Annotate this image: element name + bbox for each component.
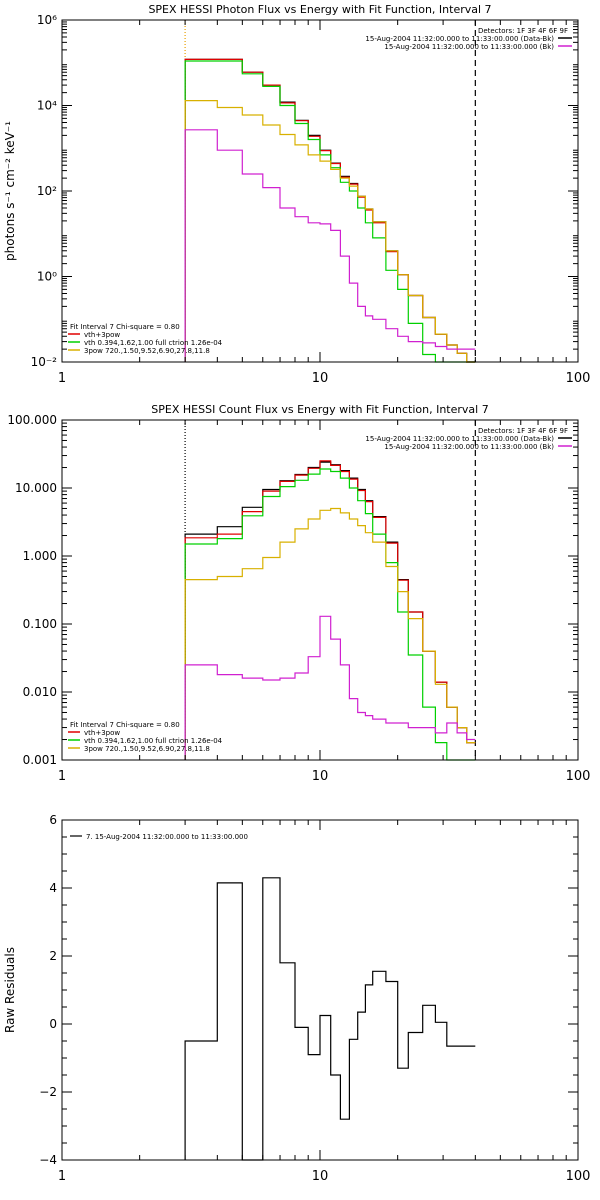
y-tick-label: 10⁶ xyxy=(37,13,57,27)
y-tick-label: 0.001 xyxy=(23,753,57,767)
x-tick-label: 1 xyxy=(58,1169,66,1184)
legend-entry: 15-Aug-2004 11:32:00.000 to 11:33:00.000… xyxy=(365,435,554,443)
chart-title: SPEX HESSI Count Flux vs Energy with Fit… xyxy=(151,403,488,416)
legend-entry: 3pow 720.,1.50,9.52,6.90,27.8,11.8 xyxy=(84,347,210,355)
x-tick-label: 10 xyxy=(312,371,329,386)
legend-entry: 7. 15-Aug-2004 11:32:00.000 to 11:33:00.… xyxy=(86,833,248,841)
legend-entry: vth 0.394,1.62,1.00 full ctrion 1.26e-04 xyxy=(84,339,223,347)
y-tick-label: 0 xyxy=(49,1017,57,1031)
legend-entry: Fit Interval 7 Chi-square = 0.80 xyxy=(70,721,180,729)
photon-flux-panel: SPEX HESSI Photon Flux vs Energy with Fi… xyxy=(3,3,590,386)
legend-entry: vth+3pow xyxy=(84,729,120,737)
y-tick-label: 10⁴ xyxy=(37,99,57,113)
y-axis-label: Raw Residuals xyxy=(3,947,17,1033)
legend-entry: vth+3pow xyxy=(84,331,120,339)
legend-entry: Fit Interval 7 Chi-square = 0.80 xyxy=(70,323,180,331)
y-tick-label: 4 xyxy=(49,881,57,895)
x-tick-label: 1 xyxy=(58,371,66,386)
y-axis-label: photons s⁻¹ cm⁻² keV⁻¹ xyxy=(3,121,17,261)
legend-entry: vth 0.394,1.62,1.00 full ctrion 1.26e-04 xyxy=(84,737,223,745)
y-tick-label: 0.010 xyxy=(23,685,57,699)
legend-entry: Detectors: 1F 3F 4F 6F 9F xyxy=(478,27,568,35)
series-7-15-aug-2004-11-32-00-000-to-11-33-00-000 xyxy=(184,877,476,1161)
series-vth-3pow xyxy=(184,58,476,363)
y-tick-label: 10⁻² xyxy=(31,355,58,369)
legend-entry: 3pow 720.,1.50,9.52,6.90,27.8,11.8 xyxy=(84,745,210,753)
legend-entry: 15-Aug-2004 11:32:00.000 to 11:33:00.000… xyxy=(384,443,554,451)
plot-frame xyxy=(61,19,579,363)
plot-frame xyxy=(61,819,579,1161)
series-3pow xyxy=(184,100,476,363)
series-data-bk xyxy=(184,58,476,363)
series-data-bk xyxy=(184,461,476,760)
y-tick-label: 2 xyxy=(49,949,57,963)
y-tick-label: 10.000 xyxy=(15,481,57,495)
series-3pow xyxy=(184,507,476,760)
series-bk xyxy=(184,615,476,760)
y-tick-label: 0.100 xyxy=(23,617,57,631)
series-vth xyxy=(184,60,476,363)
series-vth-3pow xyxy=(184,460,476,760)
series-bk xyxy=(184,129,476,362)
x-tick-label: 100 xyxy=(566,371,591,386)
y-tick-label: 10⁰ xyxy=(37,270,57,284)
legend-entry: Detectors: 1F 3F 4F 6F 9F xyxy=(478,427,568,435)
count-flux-panel: SPEX HESSI Count Flux vs Energy with Fit… xyxy=(7,403,590,784)
y-tick-label: 10² xyxy=(37,184,57,198)
y-tick-label: 100.000 xyxy=(7,413,57,427)
x-tick-label: 100 xyxy=(566,769,591,784)
y-tick-label: −2 xyxy=(39,1085,57,1099)
series-vth xyxy=(184,468,476,761)
x-tick-label: 10 xyxy=(312,1169,329,1184)
legend-entry: 15-Aug-2004 11:32:00.000 to 11:33:00.000… xyxy=(384,43,554,51)
x-tick-label: 10 xyxy=(312,769,329,784)
y-tick-label: 1.000 xyxy=(23,549,57,563)
x-tick-label: 1 xyxy=(58,769,66,784)
y-tick-label: −4 xyxy=(39,1153,57,1167)
chart-title: SPEX HESSI Photon Flux vs Energy with Fi… xyxy=(148,3,491,16)
x-tick-label: 100 xyxy=(566,1169,591,1184)
raw-residuals-panel: Raw Residuals 1 10 100 −4 −2 0 2 4 6 7. 15-Aug-200… xyxy=(3,813,590,1184)
legend-entry: 15-Aug-2004 11:32:00.000 to 11:33:00.000… xyxy=(365,35,554,43)
y-tick-label: 6 xyxy=(49,813,57,827)
